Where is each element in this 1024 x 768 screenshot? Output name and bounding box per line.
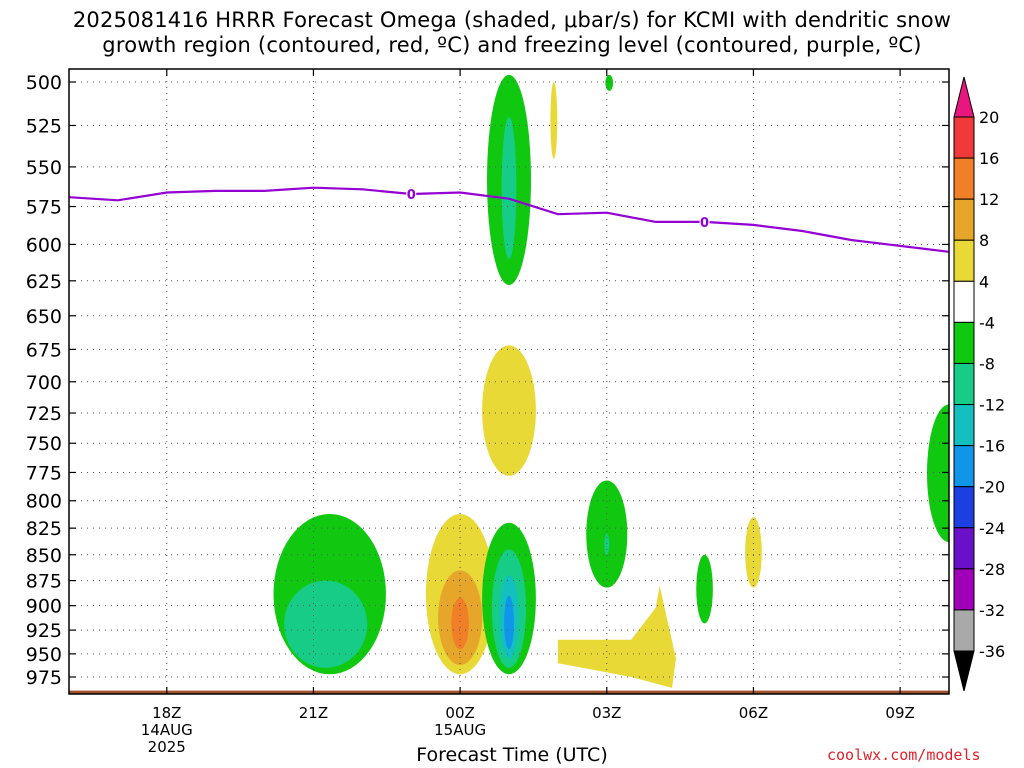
- colorbar-segment: [953, 527, 975, 570]
- y-axis: 500 525 550 575 600 625 650 675 700 725 750 775 800 8…: [26, 72, 949, 689]
- omega-region: [696, 554, 713, 624]
- freezing-level-label: 0: [700, 216, 709, 231]
- x-tick-label: 03Z: [592, 704, 621, 722]
- y-tick-label: 850: [26, 545, 62, 567]
- freezing-level-label-bg: [406, 187, 417, 202]
- colorbar: 20 16 12 8 4 -4 -8 -12 -16 -20 -24 -28 -32 -36: [953, 76, 1005, 692]
- colorbar-label: -32: [979, 601, 1005, 620]
- y-tick-label: 875: [26, 571, 62, 593]
- colorbar-segment: [953, 280, 975, 323]
- x-tick-label: 09Z: [885, 704, 914, 722]
- colorbar-label: -16: [979, 437, 1005, 456]
- y-tick-label: 900: [26, 596, 62, 618]
- y-tick-label: 700: [26, 372, 62, 394]
- colorbar-label: 8: [979, 231, 989, 250]
- colorbar-segment: [953, 404, 975, 447]
- y-tick-label: 675: [26, 339, 62, 361]
- omega-shading: [69, 74, 949, 694]
- omega-region: [504, 595, 514, 650]
- omega-region: [451, 597, 469, 650]
- freezing-level-contour: 00: [69, 186, 949, 253]
- colorbar-segment: [953, 568, 975, 611]
- colorbar-label: -36: [979, 642, 1005, 661]
- x-tick-label: 14AUG: [141, 721, 193, 739]
- colorbar-segment: [953, 362, 975, 406]
- colorbar-top-arrow: [953, 76, 975, 118]
- y-tick-label: 975: [26, 667, 62, 689]
- omega-region: [482, 345, 536, 476]
- colorbar-segment: [953, 116, 975, 159]
- y-tick-label: 800: [26, 491, 62, 513]
- colorbar-label: -4: [979, 313, 995, 332]
- colorbar-segment: [953, 486, 975, 529]
- x-tick-label: 15AUG: [434, 721, 486, 739]
- omega-region: [284, 580, 368, 668]
- colorbar-label: 16: [979, 149, 999, 168]
- colorbar-segment: [953, 321, 975, 364]
- colorbar-label: -8: [979, 354, 995, 373]
- x-tick-label: 2025: [148, 738, 186, 756]
- omega-region: [927, 404, 949, 543]
- y-tick-label: 725: [26, 403, 62, 425]
- x-tick-label: 06Z: [739, 704, 768, 722]
- y-tick-label: 575: [26, 197, 62, 219]
- freezing-level-label: 0: [407, 188, 416, 203]
- colorbar-label: -12: [979, 396, 1005, 415]
- colorbar-segment: [953, 445, 975, 488]
- colorbar-segment: [953, 198, 975, 241]
- y-tick-label: 600: [26, 234, 62, 256]
- omega-region: [745, 517, 762, 588]
- surface-terrain: [69, 690, 949, 694]
- grid-lines: [69, 69, 949, 694]
- y-tick-label: 625: [26, 271, 62, 293]
- y-tick-label: 525: [26, 115, 62, 137]
- y-tick-label: 950: [26, 644, 62, 666]
- colorbar-label: 4: [979, 272, 989, 291]
- y-tick-label: 550: [26, 157, 62, 179]
- colorbar-segment: [953, 239, 975, 282]
- chart-title-line-2: growth region (contoured, red, ºC) and f…: [102, 33, 922, 57]
- x-tick-label: 00Z: [445, 704, 474, 722]
- freezing-level-line: [69, 186, 949, 253]
- x-tick-label: 18Z: [152, 704, 181, 722]
- x-tick-label: 21Z: [299, 704, 328, 722]
- colorbar-label: -20: [979, 478, 1005, 497]
- colorbar-segment: [953, 157, 975, 200]
- omega-region: [501, 116, 517, 260]
- colorbar-label: 20: [979, 108, 999, 127]
- y-tick-label: 925: [26, 620, 62, 642]
- y-tick-label: 650: [26, 306, 62, 328]
- colorbar-label: -28: [979, 560, 1005, 579]
- y-tick-label: 500: [26, 72, 62, 94]
- omega-polygon: [557, 585, 676, 688]
- watermark: coolwx.com/models: [827, 746, 981, 764]
- y-tick-label: 775: [26, 462, 62, 484]
- x-axis-title: Forecast Time (UTC): [416, 744, 608, 766]
- chart-title-line-1: 2025081416 HRRR Forecast Omega (shaded, …: [72, 8, 952, 32]
- colorbar-segment: [953, 609, 975, 652]
- omega-region: [550, 82, 558, 159]
- colorbar-label: -24: [979, 519, 1005, 538]
- colorbar-label: 12: [979, 190, 999, 209]
- omega-region: [604, 533, 610, 555]
- omega-region: [605, 74, 614, 91]
- colorbar-bottom-arrow: [953, 650, 975, 692]
- freezing-level-label-bg: [699, 214, 710, 229]
- y-tick-label: 825: [26, 518, 62, 540]
- y-tick-label: 750: [26, 433, 62, 455]
